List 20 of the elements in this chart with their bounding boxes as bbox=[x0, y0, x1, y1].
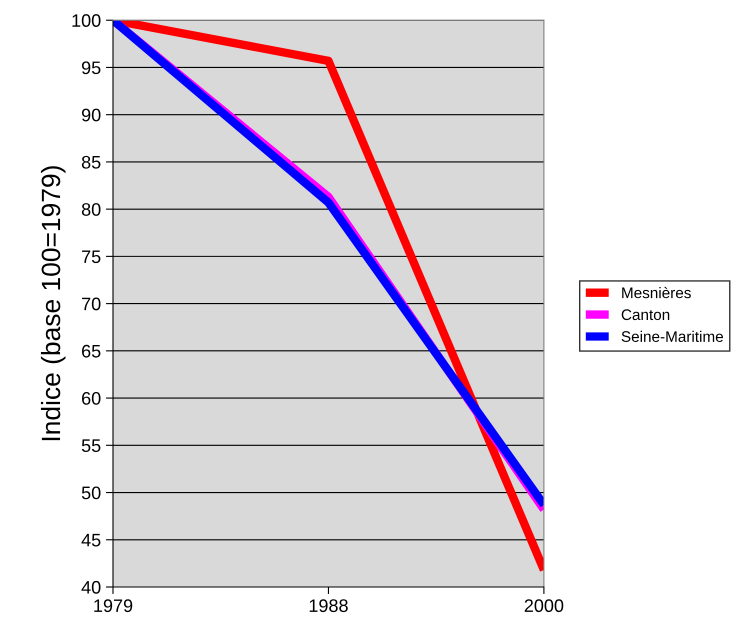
y-tick-label: 95 bbox=[82, 61, 100, 74]
y-axis-title: Indice (base 100=1979) bbox=[40, 166, 66, 440]
y-tick-label: 45 bbox=[82, 534, 100, 546]
y-tick-label: 40 bbox=[82, 580, 100, 594]
x-tick-label: 1988 bbox=[310, 599, 348, 612]
y-tick-label: 75 bbox=[82, 250, 100, 264]
y-tick-label: 80 bbox=[82, 203, 100, 216]
y-tick-label: 85 bbox=[82, 156, 100, 169]
y-tick-label: 70 bbox=[82, 298, 100, 310]
legend-label: Mesnières bbox=[622, 286, 691, 298]
y-tick-label: 60 bbox=[82, 392, 100, 405]
x-tick-label: 2000 bbox=[524, 599, 564, 612]
y-tick-label: 55 bbox=[82, 439, 100, 452]
legend-label: Seine-Maritime bbox=[622, 330, 723, 342]
y-tick-label: 65 bbox=[82, 344, 100, 358]
y-tick-label: 100 bbox=[72, 14, 100, 27]
x-tick-label: 1979 bbox=[94, 599, 132, 612]
y-tick-label: 90 bbox=[82, 108, 100, 122]
legend-label: Canton bbox=[622, 309, 670, 320]
y-tick-label: 50 bbox=[82, 486, 100, 500]
